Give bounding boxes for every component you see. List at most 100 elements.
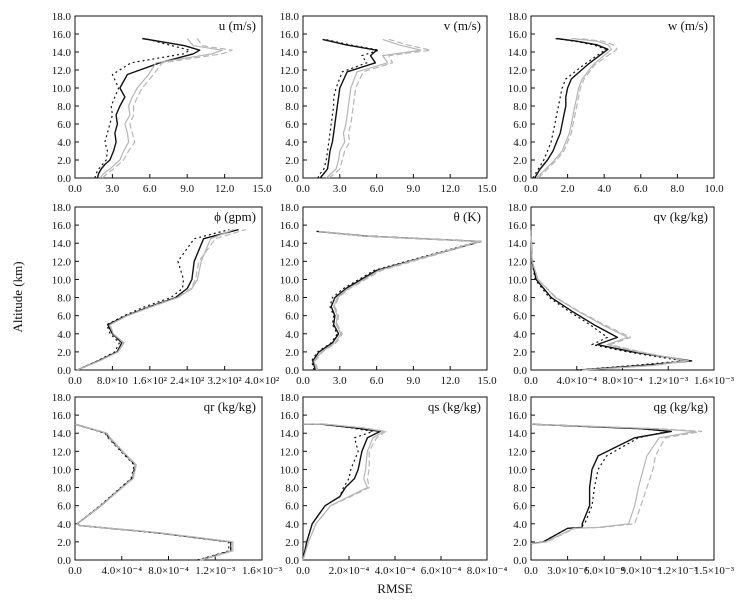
y-tick-label: 10.0 — [52, 83, 72, 95]
series-line-2 — [317, 38, 380, 179]
y-tick-label: 18.0 — [280, 202, 300, 214]
series-line-2 — [94, 37, 191, 179]
y-tick-label: 16.0 — [508, 29, 528, 41]
y-tick-label: 2.0 — [285, 347, 299, 359]
series-line-4 — [530, 229, 687, 371]
x-tick-label: 1.2×10⁻³ — [648, 375, 689, 387]
y-tick-label: 14.0 — [508, 238, 528, 250]
x-tick-label: 8.0×10 — [97, 375, 128, 387]
y-tick-label: 14.0 — [280, 47, 300, 59]
x-tick-label: 0.0 — [296, 183, 310, 195]
y-tick-label: 8.0 — [285, 101, 299, 113]
x-tick-label: 2.0 — [561, 183, 575, 195]
series-line-3 — [99, 38, 223, 179]
y-tick-label: 0.0 — [513, 365, 527, 377]
x-tick-label: 6.0 — [370, 375, 384, 387]
y-tick-label: 18.0 — [508, 392, 528, 404]
y-tick-label: 16.0 — [508, 220, 528, 232]
series-line-4 — [77, 229, 246, 371]
y-tick-label: 2.0 — [513, 347, 527, 359]
y-tick-label: 0.0 — [57, 365, 71, 377]
y-tick-label: 16.0 — [508, 410, 528, 422]
x-tick-label: 2.4×10² — [170, 375, 205, 387]
y-tick-label: 2.0 — [57, 347, 71, 359]
y-tick-label: 8.0 — [57, 483, 71, 495]
plot-frame — [530, 396, 715, 561]
y-tick-label: 6.0 — [285, 311, 299, 323]
panel-3: 0.0 2.0 4.0 6.0 8.0 10.0 12.0 14.0 16.0 18.0 0.0 2.… — [508, 11, 724, 195]
y-tick-label: 0.0 — [57, 173, 71, 185]
x-tick-label: 12.0 — [441, 375, 461, 387]
panel-4: 0.0 2.0 4.0 6.0 8.0 10.0 12.0 14.0 16.0 18.0 0.0 8.… — [52, 202, 280, 387]
x-tick-label: 6.0×10⁻⁴ — [421, 565, 462, 577]
series-line-4 — [537, 37, 618, 179]
series-line-4 — [302, 423, 387, 561]
y-tick-label: 4.0 — [57, 137, 71, 149]
panel-title: w (m/s) — [668, 18, 708, 33]
y-tick-label: 14.0 — [280, 428, 300, 440]
y-tick-label: 12.0 — [52, 65, 72, 77]
y-tick-label: 14.0 — [280, 238, 300, 250]
x-tick-label: 2.0×10⁻⁴ — [329, 565, 370, 577]
x-tick-label: 4.0 — [597, 183, 611, 195]
y-tick-label: 14.0 — [508, 428, 528, 440]
y-tick-label: 4.0 — [285, 329, 299, 341]
y-tick-label: 2.0 — [285, 537, 299, 549]
x-tick-label: 10.0 — [704, 183, 724, 195]
y-tick-label: 4.0 — [513, 329, 527, 341]
plot-frame — [302, 206, 488, 371]
plot-frame — [74, 15, 263, 179]
x-tick-label: 8.0×10⁻⁴ — [148, 565, 189, 577]
x-tick-label: 3.0 — [333, 183, 347, 195]
panel-8: 0.0 2.0 4.0 6.0 8.0 10.0 12.0 14.0 16.0 18.0 0.0 2.… — [280, 392, 508, 577]
y-tick-label: 14.0 — [52, 238, 72, 250]
x-tick-label: 6.0 — [634, 183, 648, 195]
y-tick-label: 4.0 — [57, 329, 71, 341]
y-tick-label: 4.0 — [513, 137, 527, 149]
y-tick-label: 16.0 — [280, 410, 300, 422]
y-tick-label: 16.0 — [52, 29, 72, 41]
x-tick-label: 1.6×10² — [133, 375, 168, 387]
y-tick-label: 12.0 — [508, 446, 528, 458]
series-line-3 — [536, 37, 613, 179]
x-tick-label: 4.0×10² — [245, 375, 280, 387]
x-tick-label: 4.0×10⁻⁴ — [375, 565, 416, 577]
y-tick-label: 6.0 — [513, 311, 527, 323]
panel-title: qs (kg/kg) — [428, 399, 481, 414]
x-tick-label: 12.0 — [441, 183, 461, 195]
y-tick-label: 0.0 — [285, 555, 299, 567]
series-line-2 — [302, 423, 374, 561]
series-line-1 — [319, 38, 378, 179]
y-tick-label: 18.0 — [52, 392, 72, 404]
y-tick-label: 18.0 — [52, 11, 72, 23]
x-tick-label: 0.0 — [524, 565, 538, 577]
y-tick-label: 10.0 — [508, 83, 528, 95]
y-tick-label: 8.0 — [285, 293, 299, 305]
y-tick-label: 8.0 — [513, 101, 527, 113]
x-tick-label: 8.0 — [671, 183, 685, 195]
plot-frame — [302, 15, 488, 179]
x-tick-label: 8.0×10⁻⁴ — [602, 375, 643, 387]
y-tick-label: 16.0 — [280, 220, 300, 232]
x-tick-label: 0.0 — [524, 375, 538, 387]
y-tick-label: 18.0 — [280, 392, 300, 404]
y-tick-label: 8.0 — [513, 293, 527, 305]
y-tick-label: 6.0 — [285, 119, 299, 131]
x-tick-label: 3.0×10⁻⁴ — [547, 565, 588, 577]
panel-title: θ (K) — [453, 209, 481, 224]
series-line-2 — [530, 423, 669, 545]
y-tick-label: 10.0 — [52, 464, 72, 476]
x-tick-label: 15.0 — [477, 375, 497, 387]
y-tick-label: 6.0 — [57, 119, 71, 131]
x-tick-label: 15.0 — [477, 183, 497, 195]
series-line-3 — [77, 229, 235, 371]
y-tick-label: 12.0 — [280, 65, 300, 77]
y-tick-label: 10.0 — [508, 464, 528, 476]
y-tick-label: 6.0 — [57, 311, 71, 323]
panel-2: 0.0 2.0 4.0 6.0 8.0 10.0 12.0 14.0 16.0 18.0 0.0 3.… — [280, 11, 497, 195]
panel-5: 0.0 2.0 4.0 6.0 8.0 10.0 12.0 14.0 16.0 18.0 0.0 3.… — [280, 202, 497, 387]
y-tick-label: 8.0 — [513, 483, 527, 495]
y-tick-label: 2.0 — [513, 537, 527, 549]
series-line-4 — [530, 423, 703, 545]
x-tick-label: 9.0×10⁻⁴ — [620, 565, 661, 577]
